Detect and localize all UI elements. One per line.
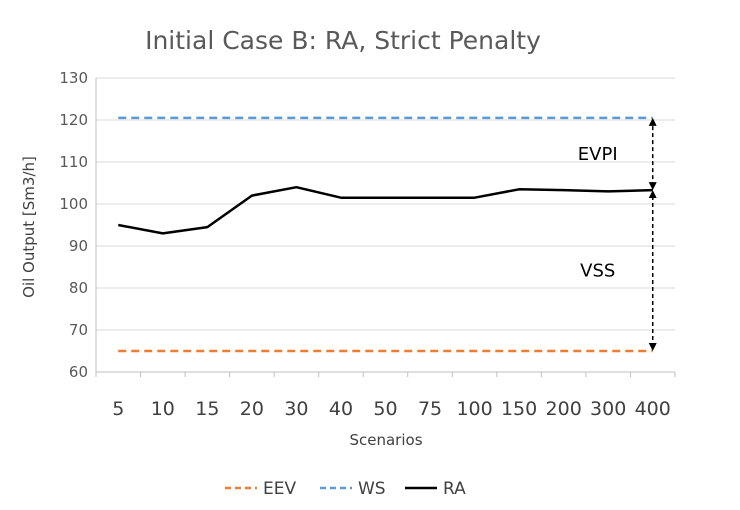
x-tick-label-20: 20 (240, 398, 264, 420)
annotation-label-vss: VSS (580, 261, 615, 282)
legend-label-ra: RA (443, 479, 466, 499)
x-tick-label-50: 50 (373, 398, 397, 420)
y-tick-label-80: 80 (69, 279, 88, 297)
gridlines (96, 77, 675, 331)
x-tick-label-75: 75 (418, 398, 442, 420)
annotation-label-evpi: EVPI (578, 144, 618, 165)
y-tick-label-70: 70 (69, 321, 88, 339)
x-tick-label-15: 15 (195, 398, 219, 420)
y-tick-label-130: 130 (59, 69, 88, 87)
y-tick-label-100: 100 (59, 195, 88, 213)
y-axis-label: Oil Output [Sm3/h] (20, 156, 38, 298)
y-tick-label-60: 60 (69, 363, 88, 381)
x-tick-label-30: 30 (284, 398, 308, 420)
legend: EEV WS RA (225, 479, 466, 499)
y-tick-labels: 60 70 80 90 100 110 120 130 (59, 69, 88, 381)
x-tick-label-100: 100 (456, 398, 492, 420)
axes (95, 78, 676, 377)
chart-title: Initial Case B: RA, Strict Penalty (145, 26, 541, 55)
x-tick-label-400: 400 (635, 398, 671, 420)
x-tick-label-10: 10 (151, 398, 175, 420)
x-tick-label-5: 5 (112, 398, 124, 420)
x-tick-label-200: 200 (546, 398, 582, 420)
legend-label-eev: EEV (263, 479, 296, 499)
series-lines (118, 116, 653, 353)
x-axis-label: Scenarios (349, 431, 422, 449)
x-tick-labels: 5 10 15 20 30 40 50 75 100 150 200 300 400 (112, 398, 671, 420)
series-line-ra (118, 185, 653, 235)
y-tick-label-110: 110 (59, 153, 88, 171)
x-tick-label-40: 40 (329, 398, 353, 420)
y-tick-label-120: 120 (59, 111, 88, 129)
y-tick-label-90: 90 (69, 237, 88, 255)
x-tick-label-150: 150 (501, 398, 537, 420)
annotations: EVPI VSS (578, 117, 657, 351)
legend-label-ws: WS (358, 479, 386, 499)
x-tick-label-300: 300 (590, 398, 626, 420)
